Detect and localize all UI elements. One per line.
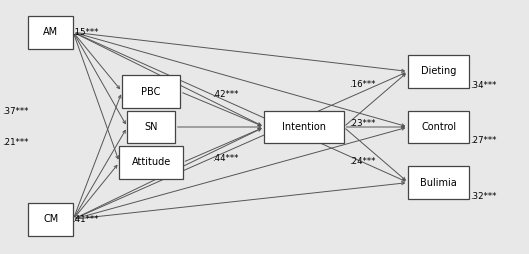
Text: .37***: .37*** <box>2 107 28 116</box>
Text: CM: CM <box>43 214 58 224</box>
Text: .27***: .27*** <box>470 136 497 145</box>
Text: .32***: .32*** <box>470 192 497 201</box>
Text: .23***: .23*** <box>349 119 375 128</box>
FancyBboxPatch shape <box>120 146 183 179</box>
Text: .15***: .15*** <box>72 28 98 37</box>
Text: .16***: .16*** <box>349 80 375 89</box>
Text: AM: AM <box>43 27 58 37</box>
Text: .21***: .21*** <box>2 138 28 147</box>
Text: .42***: .42*** <box>212 90 238 99</box>
Text: .41***: .41*** <box>72 215 98 224</box>
FancyBboxPatch shape <box>264 110 344 144</box>
Text: SN: SN <box>144 122 158 132</box>
FancyBboxPatch shape <box>408 166 469 199</box>
FancyBboxPatch shape <box>122 75 180 108</box>
FancyBboxPatch shape <box>408 55 469 88</box>
FancyBboxPatch shape <box>127 110 175 144</box>
FancyBboxPatch shape <box>408 110 469 144</box>
Text: Dieting: Dieting <box>421 67 457 76</box>
Text: Control: Control <box>421 122 456 132</box>
Text: .44***: .44*** <box>212 154 238 163</box>
Text: Attitude: Attitude <box>131 157 171 167</box>
FancyBboxPatch shape <box>29 16 73 49</box>
Text: Intention: Intention <box>282 122 326 132</box>
Text: PBC: PBC <box>141 87 161 97</box>
Text: .34***: .34*** <box>470 81 497 90</box>
Text: Bulimia: Bulimia <box>420 178 457 187</box>
FancyBboxPatch shape <box>29 203 73 236</box>
Text: .24***: .24*** <box>349 157 375 166</box>
